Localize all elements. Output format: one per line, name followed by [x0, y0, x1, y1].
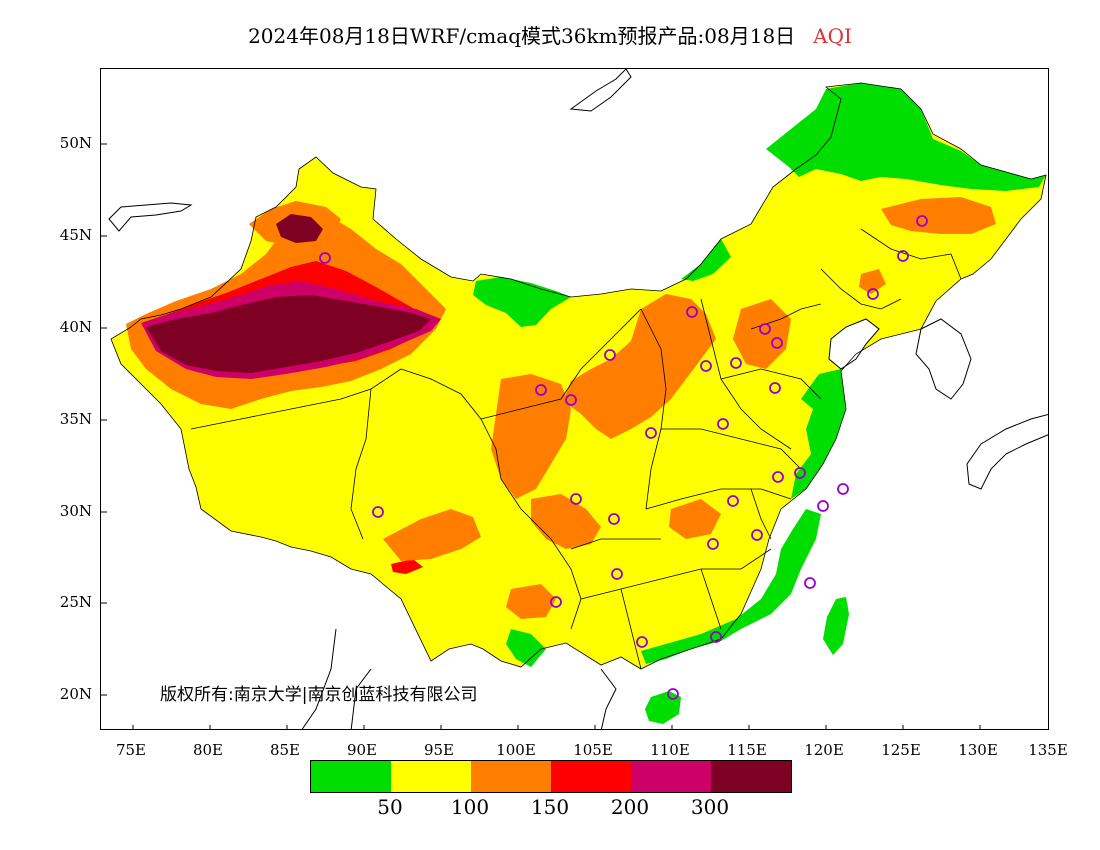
kazakh-lake-outline: [108, 202, 193, 232]
lon-label-75e: 75E: [115, 741, 147, 759]
city-markers: [319, 215, 928, 700]
province-boundaries: [110, 82, 1047, 670]
city-marker: [727, 495, 739, 507]
city-marker: [645, 427, 657, 439]
legend-break-50: 50: [377, 795, 403, 819]
taiwan-island: [823, 597, 849, 655]
city-marker: [636, 636, 648, 648]
aqi-map: [101, 69, 1048, 729]
city-marker: [759, 323, 771, 335]
lat-label-50n: 50N: [59, 134, 92, 152]
legend-swatch-unhealthy: [551, 761, 631, 792]
lon-label-85e: 85E: [269, 741, 301, 759]
copyright-text: 版权所有:南京大学|南京创蓝科技有限公司: [160, 685, 478, 705]
city-marker: [916, 215, 928, 227]
city-marker: [570, 493, 582, 505]
city-marker: [667, 688, 679, 700]
city-marker: [897, 250, 909, 262]
central-orange-zone: [563, 294, 716, 439]
lon-label-80e: 80E: [192, 741, 224, 759]
korea-coastline: [915, 318, 972, 400]
city-marker: [804, 577, 816, 589]
southwest-orange-zone: [506, 584, 556, 619]
legend-swatch-usg: [471, 761, 551, 792]
southeast-green-zone: [641, 509, 821, 664]
city-marker: [710, 631, 722, 643]
legend-break-200: 200: [610, 795, 650, 819]
title-main: 2024年08月18日WRF/cmaq模式36km预报产品:08月18日: [248, 24, 796, 48]
hainan-island: [645, 691, 681, 724]
lon-label-110e: 110E: [650, 741, 690, 759]
legend-break-150: 150: [530, 795, 570, 819]
aqi-legend: [310, 760, 792, 793]
lat-label-20n: 20N: [59, 685, 92, 703]
southwest-green-zone: [506, 629, 546, 667]
city-marker: [772, 471, 784, 483]
lat-label-35n: 35N: [59, 410, 92, 428]
city-marker: [319, 252, 331, 264]
bohai-sea: [828, 318, 880, 370]
city-marker: [717, 418, 729, 430]
lat-label-30n: 30N: [59, 502, 92, 520]
city-marker: [794, 467, 806, 479]
lon-label-120e: 120E: [804, 741, 844, 759]
city-marker: [550, 596, 562, 608]
north-green-zone-2: [681, 239, 731, 281]
lon-label-125e: 125E: [881, 741, 921, 759]
city-marker: [730, 357, 742, 369]
lon-label-115e: 115E: [727, 741, 767, 759]
sakhalin-coastline: [569, 69, 632, 112]
city-marker: [837, 483, 849, 495]
title-pollutant: AQI: [813, 24, 852, 48]
lon-label-135e: 135E: [1028, 741, 1068, 759]
lon-label-95e: 95E: [423, 741, 455, 759]
city-marker: [751, 529, 763, 541]
xinjiang-hazardous-zone: [146, 295, 431, 373]
legend-break-100: 100: [450, 795, 490, 819]
central-orange-zone-2: [491, 374, 571, 499]
city-marker: [565, 394, 577, 406]
japan-coastline: [966, 414, 1048, 490]
legend-swatch-hazardous: [711, 761, 791, 792]
legend-swatch-very-unhealthy: [631, 761, 711, 792]
lat-label-25n: 25N: [59, 593, 92, 611]
map-frame: [100, 68, 1049, 730]
legend-swatch-good: [311, 761, 391, 792]
city-marker: [771, 337, 783, 349]
city-marker: [608, 513, 620, 525]
city-marker: [867, 288, 879, 300]
hunan-orange-zone: [669, 499, 721, 539]
indochina-coastline: [301, 628, 617, 729]
city-marker: [700, 360, 712, 372]
city-marker: [611, 568, 623, 580]
lon-label-130e: 130E: [958, 741, 998, 759]
lon-label-105e: 105E: [573, 741, 613, 759]
east-coast-green-zone: [791, 369, 846, 499]
tibet-orange-zone: [383, 509, 481, 561]
legend-swatch-moderate: [391, 761, 471, 792]
lat-label-45n: 45N: [59, 226, 92, 244]
sichuan-orange-zone: [531, 494, 601, 549]
lat-label-40n: 40N: [59, 318, 92, 336]
city-marker: [817, 500, 829, 512]
liaoning-orange-spot: [859, 269, 886, 294]
city-marker: [707, 538, 719, 550]
city-marker: [372, 506, 384, 518]
city-marker: [769, 382, 781, 394]
city-marker: [604, 349, 616, 361]
northeast-orange-zone: [881, 197, 996, 234]
tibet-red-spot: [391, 559, 423, 574]
city-marker: [535, 384, 547, 396]
legend-break-300: 300: [690, 795, 730, 819]
lon-label-90e: 90E: [346, 741, 378, 759]
city-marker: [686, 306, 698, 318]
north-xinjiang-hazardous: [276, 214, 323, 243]
axis-ticks: [101, 143, 981, 729]
north-green-zone: [473, 277, 571, 327]
lon-label-100e: 100E: [496, 741, 536, 759]
map-title: 2024年08月18日WRF/cmaq模式36km预报产品:08月18日 AQI: [0, 20, 1100, 49]
northeast-green-zone: [766, 83, 1046, 191]
